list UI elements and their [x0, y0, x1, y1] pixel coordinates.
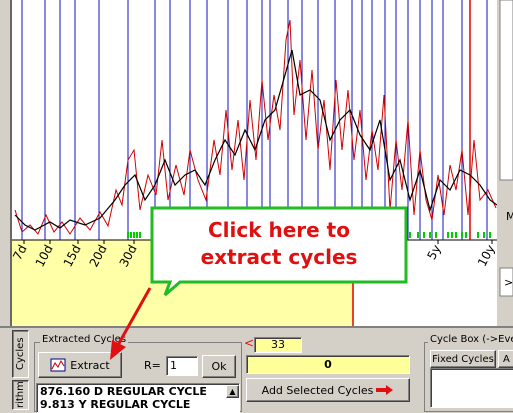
left-strip [0, 0, 12, 328]
raw-spectrum [14, 19, 497, 235]
r-label: R= [144, 359, 161, 372]
icon [376, 385, 394, 395]
x-tick-label: 7d [10, 242, 30, 262]
right-box [499, 0, 513, 181]
ok-button[interactable]: Ok [202, 355, 236, 378]
splitter [0, 326, 513, 328]
cycle-list: 876.160 D REGULAR CYCLE 9.813 Y REGULAR … [36, 383, 240, 413]
callout-line: extract cycles [201, 245, 358, 269]
x-tick-label: 5y [424, 242, 443, 262]
side-arrow: > [504, 276, 513, 289]
extract-button[interactable]: Extract [38, 352, 122, 378]
button-label: Extract [70, 358, 110, 372]
smoothed-spectrum [14, 49, 498, 231]
button-label: Add Selected Cycles [261, 383, 374, 397]
cycle-box-area [430, 368, 513, 408]
value-field: 0 [246, 355, 410, 374]
side-box [499, 267, 513, 297]
r-input[interactable]: 1 [166, 356, 198, 376]
plot-area [12, 0, 497, 240]
tab[interactable]: Fixed Cycles [430, 350, 496, 368]
group-title: Extracted Cycles [40, 334, 129, 345]
scroll-up[interactable]: ▲ [226, 385, 239, 398]
callout: Click here to extract cycles [150, 206, 408, 297]
back-button[interactable]: < [244, 336, 255, 350]
count-field: 33 [254, 337, 302, 353]
icon [50, 358, 66, 372]
callout-box [150, 206, 408, 297]
add-button[interactable]: Add Selected Cycles [246, 378, 410, 402]
callout-line: Click here to [208, 218, 350, 242]
list-item[interactable]: 9.813 Y REGULAR CYCLE [40, 398, 191, 411]
group-title: Cycle Box (->Eve [428, 334, 513, 345]
list-item[interactable]: 876.160 D REGULAR CYCLE [40, 385, 207, 398]
side-label: M [506, 210, 513, 223]
tab[interactable]: Cycles [12, 330, 29, 378]
spectrum-chart: 7d 10d 15d 20d 30d 5y 10y M > Click here to ex… [0, 0, 513, 328]
cycle-lines [21, 0, 488, 240]
tab[interactable]: A [498, 350, 513, 368]
